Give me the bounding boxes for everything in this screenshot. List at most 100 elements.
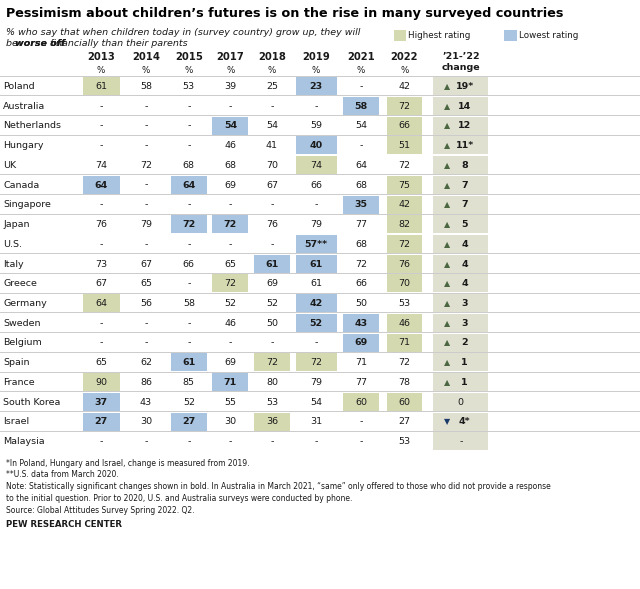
Text: 72: 72 xyxy=(182,220,195,229)
Text: 3: 3 xyxy=(461,319,468,327)
Text: ▲: ▲ xyxy=(444,279,450,288)
Text: -: - xyxy=(144,240,148,249)
Text: 53: 53 xyxy=(399,299,410,308)
Text: 2021: 2021 xyxy=(347,52,375,62)
Text: 42: 42 xyxy=(399,82,410,91)
Text: 4: 4 xyxy=(461,279,468,288)
Text: Singapore: Singapore xyxy=(3,200,51,209)
Text: 73: 73 xyxy=(95,260,107,269)
Text: South Korea: South Korea xyxy=(3,398,61,406)
Text: 71: 71 xyxy=(399,339,410,348)
Text: ▲: ▲ xyxy=(444,102,450,111)
Text: -: - xyxy=(228,240,232,249)
Text: Note: Statistically significant changes shown in bold. In Australia in March 202: Note: Statistically significant changes … xyxy=(6,482,551,491)
Text: 4*: 4* xyxy=(459,418,470,426)
Text: ▲: ▲ xyxy=(444,319,450,327)
Text: 76: 76 xyxy=(266,220,278,229)
Text: -: - xyxy=(270,437,274,446)
Text: 4: 4 xyxy=(461,260,468,269)
Text: 76: 76 xyxy=(95,220,107,229)
Text: 8: 8 xyxy=(461,161,468,170)
Text: -: - xyxy=(314,339,318,348)
Text: ▲: ▲ xyxy=(444,141,450,150)
Text: 69: 69 xyxy=(225,358,236,367)
Text: 4: 4 xyxy=(461,240,468,249)
Text: 60: 60 xyxy=(399,398,410,406)
Text: -: - xyxy=(99,141,103,150)
Text: UK: UK xyxy=(3,161,17,170)
Text: -: - xyxy=(187,339,191,348)
Text: Belgium: Belgium xyxy=(3,339,42,348)
Text: 65: 65 xyxy=(140,279,152,288)
Text: 70: 70 xyxy=(266,161,278,170)
Text: %: % xyxy=(226,66,235,75)
Text: 72: 72 xyxy=(224,220,237,229)
Text: 64: 64 xyxy=(95,299,107,308)
Text: -: - xyxy=(359,437,363,446)
Text: -: - xyxy=(187,121,191,130)
Text: 60: 60 xyxy=(355,398,367,406)
Text: France: France xyxy=(3,378,35,387)
Text: 61: 61 xyxy=(310,279,322,288)
Text: 68: 68 xyxy=(183,161,195,170)
Text: -: - xyxy=(314,102,318,111)
Text: ▲: ▲ xyxy=(444,339,450,348)
Text: 72: 72 xyxy=(140,161,152,170)
Text: -: - xyxy=(359,141,363,150)
Text: 56: 56 xyxy=(140,299,152,308)
Text: %: % xyxy=(97,66,106,75)
Text: 66: 66 xyxy=(183,260,195,269)
Text: 52: 52 xyxy=(183,398,195,406)
Text: be: be xyxy=(6,39,21,48)
Text: 85: 85 xyxy=(183,378,195,387)
Text: 77: 77 xyxy=(355,220,367,229)
Text: 2022: 2022 xyxy=(391,52,418,62)
Text: %: % xyxy=(268,66,276,75)
Text: 2015: 2015 xyxy=(175,52,203,62)
Text: 52: 52 xyxy=(266,299,278,308)
Text: 70: 70 xyxy=(399,279,410,288)
Text: 69: 69 xyxy=(266,279,278,288)
Text: ▲: ▲ xyxy=(444,82,450,91)
Text: Netherlands: Netherlands xyxy=(3,121,61,130)
Text: Greece: Greece xyxy=(3,279,37,288)
Text: % who say that when children today in (survey country) grow up, they will: % who say that when children today in (s… xyxy=(6,28,361,37)
Text: -: - xyxy=(270,240,274,249)
Text: Pessimism about children’s futures is on the rise in many surveyed countries: Pessimism about children’s futures is on… xyxy=(6,7,564,20)
Text: Germany: Germany xyxy=(3,299,47,308)
Text: 46: 46 xyxy=(399,319,410,327)
Text: 67: 67 xyxy=(266,181,278,190)
Text: 72: 72 xyxy=(225,279,236,288)
Text: %: % xyxy=(312,66,321,75)
Text: 68: 68 xyxy=(355,181,367,190)
Text: Italy: Italy xyxy=(3,260,24,269)
Text: 69: 69 xyxy=(225,181,236,190)
Text: 66: 66 xyxy=(355,279,367,288)
Text: -: - xyxy=(99,200,103,209)
Text: -: - xyxy=(187,141,191,150)
Text: -: - xyxy=(99,102,103,111)
Text: Australia: Australia xyxy=(3,102,45,111)
Text: 35: 35 xyxy=(355,200,367,209)
Text: 61: 61 xyxy=(95,82,107,91)
Text: 19*: 19* xyxy=(456,82,474,91)
Text: ▲: ▲ xyxy=(444,121,450,130)
Text: 72: 72 xyxy=(310,358,322,367)
Text: 62: 62 xyxy=(140,358,152,367)
Text: 68: 68 xyxy=(355,240,367,249)
Text: *In Poland, Hungary and Israel, change is measured from 2019.: *In Poland, Hungary and Israel, change i… xyxy=(6,459,250,468)
Text: 54: 54 xyxy=(266,121,278,130)
Text: 66: 66 xyxy=(399,121,410,130)
Text: to the initial question. Prior to 2020, U.S. and Australia surveys were conducte: to the initial question. Prior to 2020, … xyxy=(6,494,353,503)
Text: 11*: 11* xyxy=(456,141,474,150)
Text: 27: 27 xyxy=(95,418,108,426)
Text: Poland: Poland xyxy=(3,82,35,91)
Text: 40: 40 xyxy=(310,141,323,150)
Text: 74: 74 xyxy=(95,161,107,170)
Text: 41: 41 xyxy=(266,141,278,150)
Text: ▲: ▲ xyxy=(444,200,450,209)
Text: 5: 5 xyxy=(461,220,468,229)
Text: 76: 76 xyxy=(399,260,410,269)
Text: 27: 27 xyxy=(399,418,410,426)
Text: 77: 77 xyxy=(355,378,367,387)
